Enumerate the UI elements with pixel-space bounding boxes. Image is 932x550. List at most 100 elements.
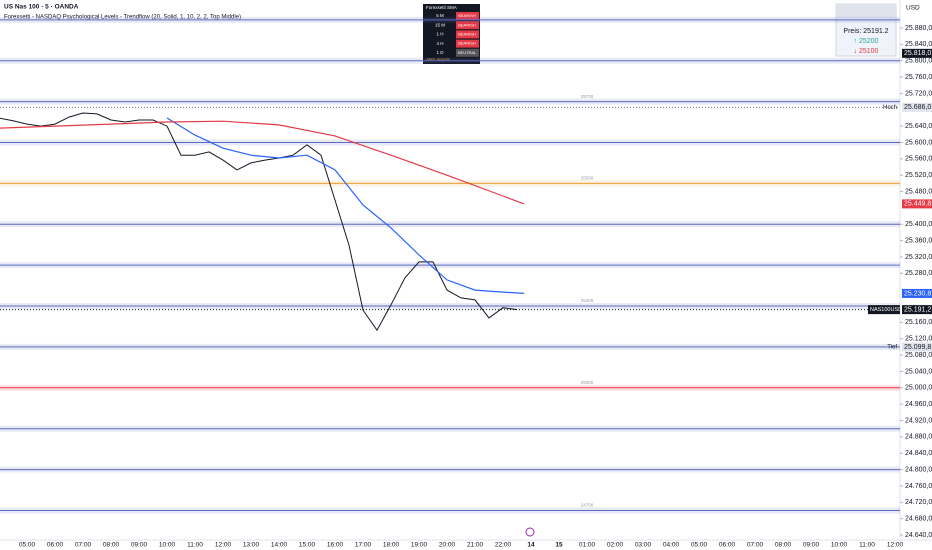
y-tick-label: 24.840,0 — [905, 450, 932, 457]
y-tick-label: 25.480,0 — [905, 188, 932, 195]
status-cell — [456, 12, 479, 20]
event-icon[interactable] — [525, 527, 535, 537]
x-tick-label: 15 — [555, 542, 563, 549]
y-tick-label: 24.760,0 — [905, 483, 932, 490]
y-tick-label: 24.920,0 — [905, 417, 932, 424]
sma-line — [166, 117, 525, 294]
x-tick-label: 19:00 — [411, 542, 428, 549]
y-tick-label: 25.320,0 — [905, 254, 932, 261]
x-tick-label: 21:00 — [467, 542, 484, 549]
series-tag — [902, 305, 932, 315]
timeframe: 5 M — [436, 13, 444, 18]
box-up: ↑ 25200 — [854, 38, 879, 45]
series-tag-label: 25.449,8 — [904, 201, 931, 208]
x-tick-label: 03:00 — [635, 542, 652, 549]
marker-tag-label: 25.686,0 — [904, 104, 931, 111]
price-line — [0, 112, 518, 332]
box-down: ↓ 25100 — [854, 48, 879, 55]
y-tick-label: 24.680,0 — [905, 515, 932, 522]
x-tick-label: 09:00 — [803, 542, 820, 549]
x-tick-label: 08:00 — [775, 542, 792, 549]
y-tick-label: 25.840,0 — [905, 41, 932, 48]
y-tick-label: 25.800,0 — [905, 58, 932, 65]
x-tick-label: 01:00 — [579, 542, 596, 549]
y-tick-label: 24.960,0 — [905, 401, 932, 408]
x-tick-label: 18:00 — [383, 542, 400, 549]
x-tick-label: 06:00 — [47, 542, 64, 549]
box-header — [836, 4, 896, 18]
y-tick-label: 25.280,0 — [905, 270, 932, 277]
y-tick-label: 25.160,0 — [905, 319, 932, 326]
x-tick-label: 11:00 — [859, 542, 875, 549]
x-tick-label: 17:00 — [355, 542, 372, 549]
y-tick-label: 25.080,0 — [905, 352, 932, 359]
y-tick-label: 25.040,0 — [905, 368, 932, 375]
y-tick-label: 25.000,0 — [905, 385, 932, 392]
x-tick-label: 07:00 — [747, 542, 764, 549]
x-tick-label: 02:00 — [607, 542, 624, 549]
status-cell — [456, 21, 479, 30]
status: NEUTRAL — [458, 50, 477, 55]
price-box: Preis: 25191.2 ↑ 25200 ↓ 25100 — [835, 3, 897, 57]
x-tick-label: 14:00 — [271, 542, 288, 549]
timeframe: 1 D — [436, 50, 444, 55]
x-tick-label: 06:00 — [719, 542, 736, 549]
marker-tag — [902, 342, 932, 352]
x-tick-label: 14 — [527, 542, 535, 549]
x-tick-label: 15:00 — [299, 542, 316, 549]
timeframe: 1 H — [436, 32, 443, 37]
x-tick-label: 11:00 — [187, 542, 203, 549]
trend-table: Forexsetti SMA ANS Impuls 5 M BEARISH 15 M… — [423, 4, 480, 64]
series-tag-label: 25.230,8 — [904, 290, 931, 297]
marker-tag — [902, 102, 932, 112]
status-cell — [456, 48, 479, 57]
x-tick-label: 12:00 — [215, 542, 232, 549]
x-tick-label: 20:00 — [439, 542, 456, 549]
symbol: US Nas 100 · 5 · OANDA — [4, 4, 79, 11]
indicator: Forexsetti - NASDAQ Psychological Levels… — [4, 15, 241, 21]
marker-tag-label: 25.099,8 — [904, 344, 931, 351]
y-tick-label: 24.880,0 — [905, 434, 932, 441]
x-tick-label: 05:00 — [19, 542, 36, 549]
series-tag — [902, 199, 932, 209]
price-tag — [902, 48, 932, 58]
x-tick-label: 22:00 — [495, 542, 512, 549]
y-tick-label: 24.640,0 — [905, 532, 932, 539]
x-tick-label: 12:00 — [887, 542, 904, 549]
x-tick-label: 07:00 — [75, 542, 92, 549]
level-label: 25000 — [581, 380, 594, 385]
marker-name: Tief — [887, 345, 897, 351]
table-title: Forexsetti SMA — [426, 5, 457, 10]
x-tick-label: 13:00 — [243, 542, 260, 549]
x-tick-label: 05:00 — [691, 542, 708, 549]
y-tick-label: 25.640,0 — [905, 123, 932, 130]
marker-name: Hoch — [883, 105, 897, 111]
y-tick-label: 24.720,0 — [905, 499, 932, 506]
x-tick-label: 08:00 — [103, 542, 120, 549]
level-label: 25700 — [581, 94, 594, 99]
y-tick-label: 25.760,0 — [905, 74, 932, 81]
y-tick-label: 25.360,0 — [905, 237, 932, 244]
currency: USD — [906, 5, 920, 12]
x-tick-label: 10:00 — [159, 542, 176, 549]
symbol-tag-label: NAS100USD — [870, 307, 902, 313]
series-tag-label: 25.191,2 — [904, 306, 931, 313]
series-tag — [902, 288, 932, 298]
level-label: 25200 — [581, 298, 594, 303]
level-label: 24700 — [581, 503, 594, 508]
sma-line — [0, 120, 525, 205]
status-cell — [456, 30, 479, 39]
table-footer: ANS Impuls — [426, 57, 451, 62]
y-tick-label: 25.400,0 — [905, 221, 932, 228]
status: BEARISH — [458, 41, 476, 46]
y-tick-label: 25.520,0 — [905, 172, 932, 179]
symbol-tag — [868, 305, 900, 315]
timeframe: 15 M — [435, 22, 445, 27]
x-tick-label: 04:00 — [663, 542, 680, 549]
x-tick-label: 10:00 — [831, 542, 848, 549]
status-cell — [456, 39, 479, 48]
y-tick-label: 25.720,0 — [905, 90, 932, 97]
status: BEARISH — [458, 13, 476, 18]
